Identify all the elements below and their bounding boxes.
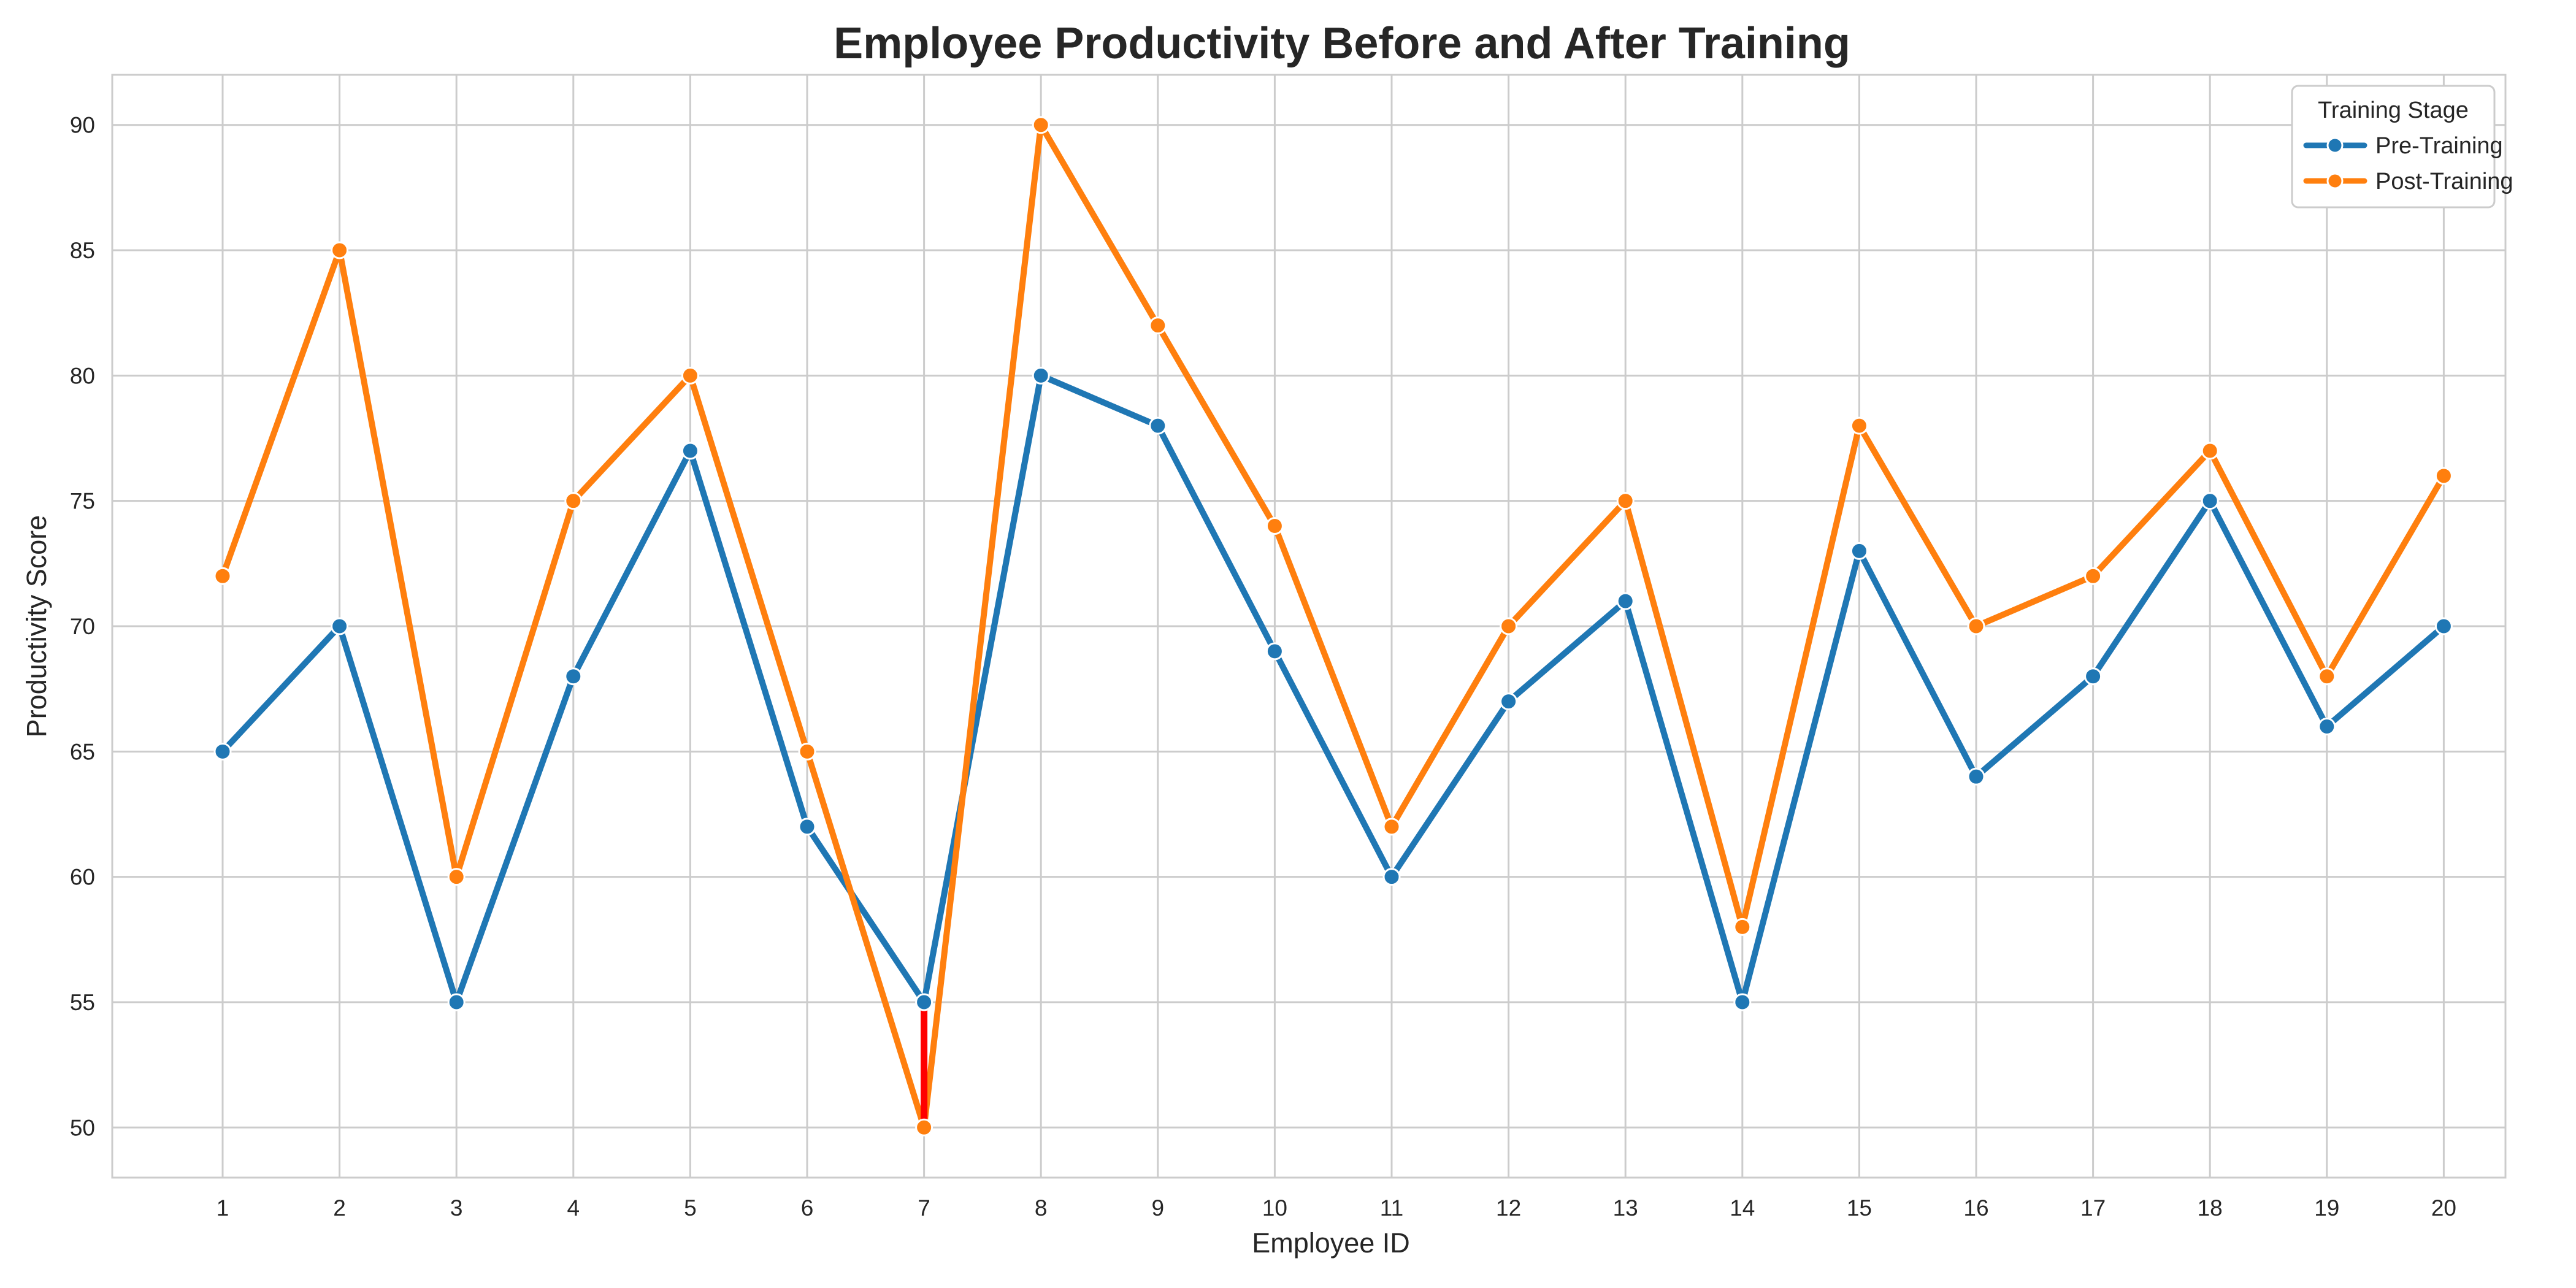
x-tick-label: 19 xyxy=(2314,1195,2339,1221)
x-tick-label: 2 xyxy=(333,1195,346,1221)
data-point-post-training xyxy=(2084,567,2103,585)
data-point-post-training xyxy=(564,492,583,510)
y-tick-label: 85 xyxy=(70,238,95,263)
data-point-post-training xyxy=(1616,492,1635,510)
legend-marker-pre-training xyxy=(2326,137,2344,154)
legend: Training Stage Pre-Training Post-Trainin… xyxy=(2291,85,2513,209)
x-tick-label: 8 xyxy=(1035,1195,1048,1221)
x-tick-label: 4 xyxy=(567,1195,580,1221)
x-tick-label: 20 xyxy=(2431,1195,2456,1221)
y-tick-labels: 50 55 60 65 70 75 80 85 90 xyxy=(70,113,95,1141)
chart-title: Employee Productivity Before and After T… xyxy=(834,19,1850,68)
data-point-post-training xyxy=(1500,617,1518,635)
data-point-pre-training xyxy=(2201,492,2219,510)
x-tick-label: 13 xyxy=(1613,1195,1638,1221)
y-tick-label: 90 xyxy=(70,113,95,138)
data-point-pre-training xyxy=(1850,542,1868,560)
x-tick-label: 12 xyxy=(1496,1195,1521,1221)
series-lines xyxy=(220,121,2447,1131)
data-point-pre-training xyxy=(447,993,466,1011)
y-tick-label: 65 xyxy=(70,739,95,764)
data-point-post-training xyxy=(798,742,816,761)
data-point-post-training xyxy=(1382,818,1401,836)
y-tick-label: 50 xyxy=(70,1115,95,1140)
legend-label-pre-training: Pre-Training xyxy=(2375,133,2503,159)
x-tick-label: 15 xyxy=(1847,1195,1872,1221)
data-point-pre-training xyxy=(915,993,933,1011)
x-tick-label: 14 xyxy=(1730,1195,1755,1221)
data-point-pre-training xyxy=(564,667,583,686)
y-tick-label: 70 xyxy=(70,614,95,639)
legend-marker-post-training xyxy=(2326,172,2344,190)
y-tick-label: 75 xyxy=(70,489,95,514)
data-point-pre-training xyxy=(213,742,232,761)
data-point-pre-training xyxy=(1967,767,1985,786)
data-point-pre-training xyxy=(681,442,699,460)
data-point-post-training xyxy=(1733,918,1752,936)
series-markers xyxy=(213,116,2453,1137)
x-tick-label: 9 xyxy=(1152,1195,1165,1221)
x-tick-label: 3 xyxy=(450,1195,463,1221)
data-point-pre-training xyxy=(1500,692,1518,711)
data-point-post-training xyxy=(213,567,232,585)
series-line-post-training xyxy=(220,121,2447,1131)
data-point-post-training xyxy=(1967,617,1985,635)
x-tick-label: 5 xyxy=(684,1195,697,1221)
data-point-post-training xyxy=(1032,116,1050,134)
x-tick-label: 16 xyxy=(1963,1195,1988,1221)
legend-box xyxy=(2291,85,2496,209)
data-point-pre-training xyxy=(1382,868,1401,886)
data-point-pre-training xyxy=(1616,592,1635,610)
x-tick-label: 10 xyxy=(1262,1195,1287,1221)
data-point-post-training xyxy=(2434,467,2453,485)
y-tick-label: 55 xyxy=(70,990,95,1015)
data-point-post-training xyxy=(447,868,466,886)
x-tick-label: 6 xyxy=(801,1195,814,1221)
data-point-pre-training xyxy=(798,818,816,836)
x-tick-label: 17 xyxy=(2080,1195,2106,1221)
series-line-pre-training xyxy=(220,372,2447,1005)
data-point-post-training xyxy=(2201,442,2219,460)
y-axis-label: Productivity Score xyxy=(21,515,52,738)
x-tick-label: 11 xyxy=(1380,1195,1403,1221)
data-point-pre-training xyxy=(2434,617,2453,635)
data-point-pre-training xyxy=(1032,366,1050,385)
data-point-post-training xyxy=(331,241,349,259)
x-axis-label: Employee ID xyxy=(1252,1227,1410,1259)
data-point-pre-training xyxy=(331,617,349,635)
data-point-post-training xyxy=(1265,517,1284,535)
x-tick-label: 18 xyxy=(2198,1195,2223,1221)
legend-label-post-training: Post-Training xyxy=(2375,169,2513,194)
data-point-post-training xyxy=(681,366,699,385)
data-point-pre-training xyxy=(2318,717,2336,735)
legend-title: Training Stage xyxy=(2318,98,2469,123)
y-tick-label: 80 xyxy=(70,363,95,388)
x-tick-label: 7 xyxy=(918,1195,930,1221)
data-point-post-training xyxy=(915,1118,933,1137)
data-point-post-training xyxy=(1149,316,1167,335)
data-point-pre-training xyxy=(1265,642,1284,661)
data-point-post-training xyxy=(1850,416,1868,435)
data-point-pre-training xyxy=(2084,667,2103,686)
data-point-pre-training xyxy=(1733,993,1752,1011)
y-tick-label: 60 xyxy=(70,865,95,890)
x-tick-labels: 1 2 3 4 5 6 7 8 9 10 11 12 13 14 15 16 17 18 19 20 xyxy=(217,1195,2456,1221)
data-point-post-training xyxy=(2318,667,2336,686)
x-tick-label: 1 xyxy=(217,1195,229,1221)
grid-lines xyxy=(112,75,2505,1178)
data-point-pre-training xyxy=(1149,416,1167,435)
plot-frame xyxy=(111,74,2507,1179)
